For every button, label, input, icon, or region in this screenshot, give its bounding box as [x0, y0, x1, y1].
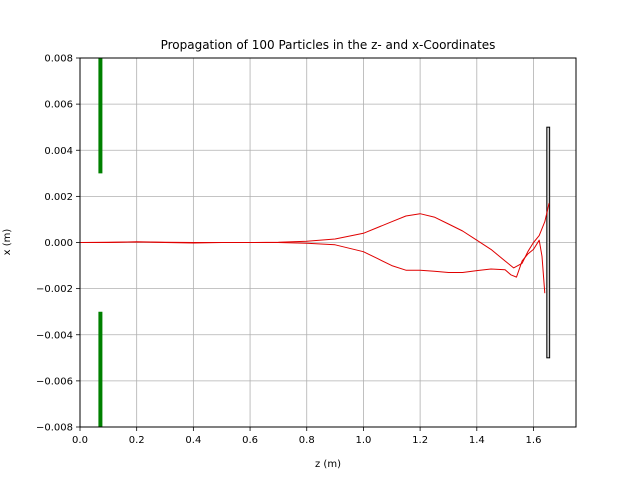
y-tick-label: −0.008: [36, 423, 73, 434]
y-axis-label: x (m): [2, 229, 13, 256]
x-tick-label: 1.0: [355, 435, 371, 446]
y-tick-label: 0.008: [44, 54, 73, 65]
x-tick-label: 1.2: [412, 435, 428, 446]
x-tick-label: 0.4: [185, 435, 201, 446]
y-axis-ticks: −0.008 −0.006 −0.004 −0.002 0.000 0.002 0.004 0…: [36, 54, 80, 434]
y-tick-label: 0.000: [44, 238, 73, 249]
y-tick-label: −0.004: [36, 330, 73, 341]
x-tick-label: 0.0: [72, 435, 88, 446]
y-tick-label: −0.002: [36, 284, 73, 295]
x-axis-ticks: 0.0 0.2 0.4 0.6 0.8 1.0 1.2 1.4 1.6: [72, 427, 541, 446]
plot-frame: [79, 57, 577, 428]
particle-trajectory: [80, 239, 546, 294]
plot-marks: [79, 58, 551, 427]
y-tick-label: 0.002: [44, 192, 73, 203]
detector: [546, 126, 551, 359]
y-tick-label: 0.004: [44, 146, 73, 157]
x-tick-label: 1.6: [526, 435, 542, 446]
y-tick-label: −0.006: [36, 376, 73, 387]
x-axis-label: z (m): [315, 459, 341, 470]
x-tick-label: 0.8: [299, 435, 315, 446]
x-tick-label: 0.2: [129, 435, 145, 446]
x-tick-label: 1.4: [469, 435, 485, 446]
y-tick-label: 0.006: [44, 100, 73, 111]
x-tick-label: 0.6: [242, 435, 258, 446]
chart-title: Propagation of 100 Particles in the z- a…: [161, 38, 496, 52]
